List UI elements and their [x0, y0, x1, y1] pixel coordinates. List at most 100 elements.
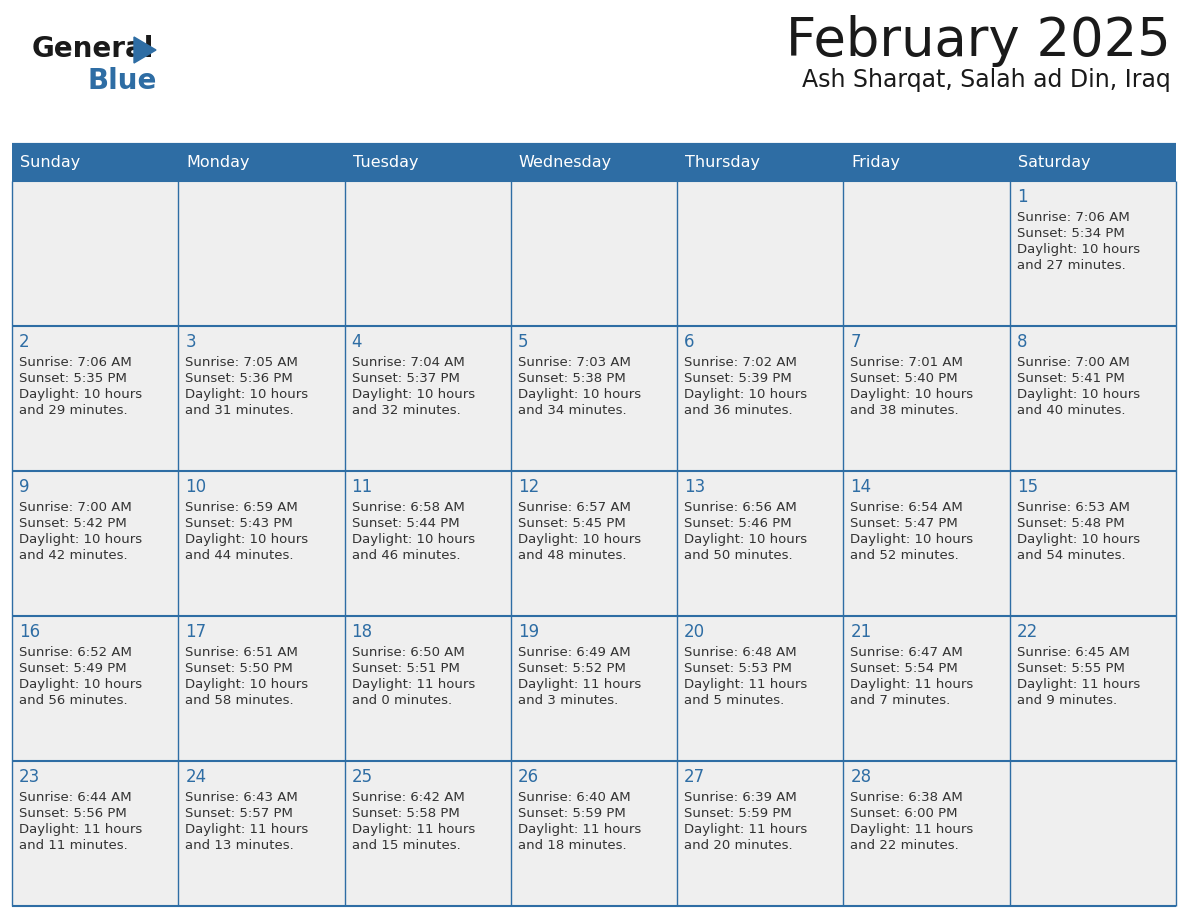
Text: and 0 minutes.: and 0 minutes.	[352, 694, 451, 707]
Text: Sunrise: 7:01 AM: Sunrise: 7:01 AM	[851, 356, 963, 369]
Text: Daylight: 10 hours: Daylight: 10 hours	[684, 533, 808, 546]
Text: and 40 minutes.: and 40 minutes.	[1017, 404, 1125, 417]
Bar	[12, 326, 178, 471]
Text: Daylight: 10 hours: Daylight: 10 hours	[352, 388, 475, 401]
Text: Sunset: 5:43 PM: Sunset: 5:43 PM	[185, 517, 293, 530]
Text: and 31 minutes.: and 31 minutes.	[185, 404, 295, 417]
Text: Sunset: 5:56 PM: Sunset: 5:56 PM	[19, 807, 127, 820]
Text: 12: 12	[518, 478, 539, 496]
Text: Sunset: 5:58 PM: Sunset: 5:58 PM	[352, 807, 460, 820]
Text: 5: 5	[518, 333, 529, 351]
Polygon shape	[134, 37, 156, 63]
Bar	[178, 471, 345, 616]
Text: Daylight: 10 hours: Daylight: 10 hours	[1017, 243, 1139, 256]
Text: and 38 minutes.: and 38 minutes.	[851, 404, 959, 417]
Bar	[345, 326, 511, 471]
Text: 3: 3	[185, 333, 196, 351]
Text: Sunset: 5:40 PM: Sunset: 5:40 PM	[851, 372, 958, 385]
Text: and 36 minutes.: and 36 minutes.	[684, 404, 792, 417]
Bar	[178, 761, 345, 906]
Text: Sunrise: 6:49 AM: Sunrise: 6:49 AM	[518, 646, 631, 659]
Text: and 44 minutes.: and 44 minutes.	[185, 549, 293, 562]
Text: and 34 minutes.: and 34 minutes.	[518, 404, 626, 417]
Text: 28: 28	[851, 768, 872, 786]
Bar	[12, 471, 178, 616]
Text: and 42 minutes.: and 42 minutes.	[19, 549, 127, 562]
Text: Daylight: 10 hours: Daylight: 10 hours	[19, 533, 143, 546]
Text: Daylight: 10 hours: Daylight: 10 hours	[851, 388, 973, 401]
Bar	[178, 326, 345, 471]
Bar	[843, 761, 1010, 906]
Text: Daylight: 10 hours: Daylight: 10 hours	[518, 388, 642, 401]
Text: Sunrise: 7:03 AM: Sunrise: 7:03 AM	[518, 356, 631, 369]
Bar	[677, 471, 843, 616]
Bar	[1010, 761, 1176, 906]
Text: Tuesday: Tuesday	[353, 155, 418, 171]
Text: Daylight: 11 hours: Daylight: 11 hours	[185, 823, 309, 836]
Text: and 58 minutes.: and 58 minutes.	[185, 694, 293, 707]
Text: Sunrise: 6:59 AM: Sunrise: 6:59 AM	[185, 501, 298, 514]
Text: and 20 minutes.: and 20 minutes.	[684, 839, 792, 852]
Bar	[511, 761, 677, 906]
Text: Monday: Monday	[187, 155, 249, 171]
Text: and 15 minutes.: and 15 minutes.	[352, 839, 460, 852]
Text: 15: 15	[1017, 478, 1038, 496]
Text: and 56 minutes.: and 56 minutes.	[19, 694, 127, 707]
Text: Daylight: 11 hours: Daylight: 11 hours	[684, 678, 808, 691]
Bar	[12, 145, 1176, 181]
Text: Sunset: 5:54 PM: Sunset: 5:54 PM	[851, 662, 959, 675]
Text: Sunset: 5:50 PM: Sunset: 5:50 PM	[185, 662, 293, 675]
Text: and 32 minutes.: and 32 minutes.	[352, 404, 460, 417]
Text: February 2025: February 2025	[786, 15, 1171, 67]
Text: and 5 minutes.: and 5 minutes.	[684, 694, 784, 707]
Text: Sunset: 5:47 PM: Sunset: 5:47 PM	[851, 517, 959, 530]
Text: Sunrise: 6:52 AM: Sunrise: 6:52 AM	[19, 646, 132, 659]
Text: Sunset: 5:41 PM: Sunset: 5:41 PM	[1017, 372, 1125, 385]
Text: Sunrise: 6:50 AM: Sunrise: 6:50 AM	[352, 646, 465, 659]
Text: Ash Sharqat, Salah ad Din, Iraq: Ash Sharqat, Salah ad Din, Iraq	[802, 68, 1171, 92]
Text: Sunrise: 7:06 AM: Sunrise: 7:06 AM	[1017, 211, 1130, 224]
Text: Sunset: 5:45 PM: Sunset: 5:45 PM	[518, 517, 626, 530]
Text: 25: 25	[352, 768, 373, 786]
Text: Daylight: 11 hours: Daylight: 11 hours	[684, 823, 808, 836]
Text: and 18 minutes.: and 18 minutes.	[518, 839, 626, 852]
Text: Sunrise: 6:54 AM: Sunrise: 6:54 AM	[851, 501, 963, 514]
Bar	[1010, 181, 1176, 326]
Bar	[511, 326, 677, 471]
Bar	[1010, 616, 1176, 761]
Text: Sunset: 5:59 PM: Sunset: 5:59 PM	[684, 807, 792, 820]
Text: Sunday: Sunday	[20, 155, 81, 171]
Text: 18: 18	[352, 623, 373, 641]
Bar	[178, 181, 345, 326]
Text: 16: 16	[19, 623, 40, 641]
Text: 10: 10	[185, 478, 207, 496]
Text: Daylight: 10 hours: Daylight: 10 hours	[185, 533, 309, 546]
Text: and 3 minutes.: and 3 minutes.	[518, 694, 618, 707]
Text: and 7 minutes.: and 7 minutes.	[851, 694, 950, 707]
Text: 8: 8	[1017, 333, 1028, 351]
Bar	[843, 181, 1010, 326]
Text: Sunrise: 6:44 AM: Sunrise: 6:44 AM	[19, 791, 132, 804]
Bar	[345, 181, 511, 326]
Text: Daylight: 10 hours: Daylight: 10 hours	[851, 533, 973, 546]
Bar	[677, 326, 843, 471]
Text: Thursday: Thursday	[685, 155, 760, 171]
Text: Sunset: 5:46 PM: Sunset: 5:46 PM	[684, 517, 791, 530]
Bar	[843, 326, 1010, 471]
Text: Sunrise: 6:47 AM: Sunrise: 6:47 AM	[851, 646, 963, 659]
Text: and 54 minutes.: and 54 minutes.	[1017, 549, 1125, 562]
Bar	[511, 471, 677, 616]
Text: 7: 7	[851, 333, 861, 351]
Text: 23: 23	[19, 768, 40, 786]
Text: Daylight: 11 hours: Daylight: 11 hours	[352, 823, 475, 836]
Text: Saturday: Saturday	[1018, 155, 1091, 171]
Bar	[12, 761, 178, 906]
Text: Sunset: 5:42 PM: Sunset: 5:42 PM	[19, 517, 127, 530]
Bar	[1010, 326, 1176, 471]
Text: Sunset: 5:35 PM: Sunset: 5:35 PM	[19, 372, 127, 385]
Text: Daylight: 11 hours: Daylight: 11 hours	[1017, 678, 1140, 691]
Bar	[1010, 471, 1176, 616]
Text: 11: 11	[352, 478, 373, 496]
Text: Sunrise: 6:53 AM: Sunrise: 6:53 AM	[1017, 501, 1130, 514]
Text: 14: 14	[851, 478, 872, 496]
